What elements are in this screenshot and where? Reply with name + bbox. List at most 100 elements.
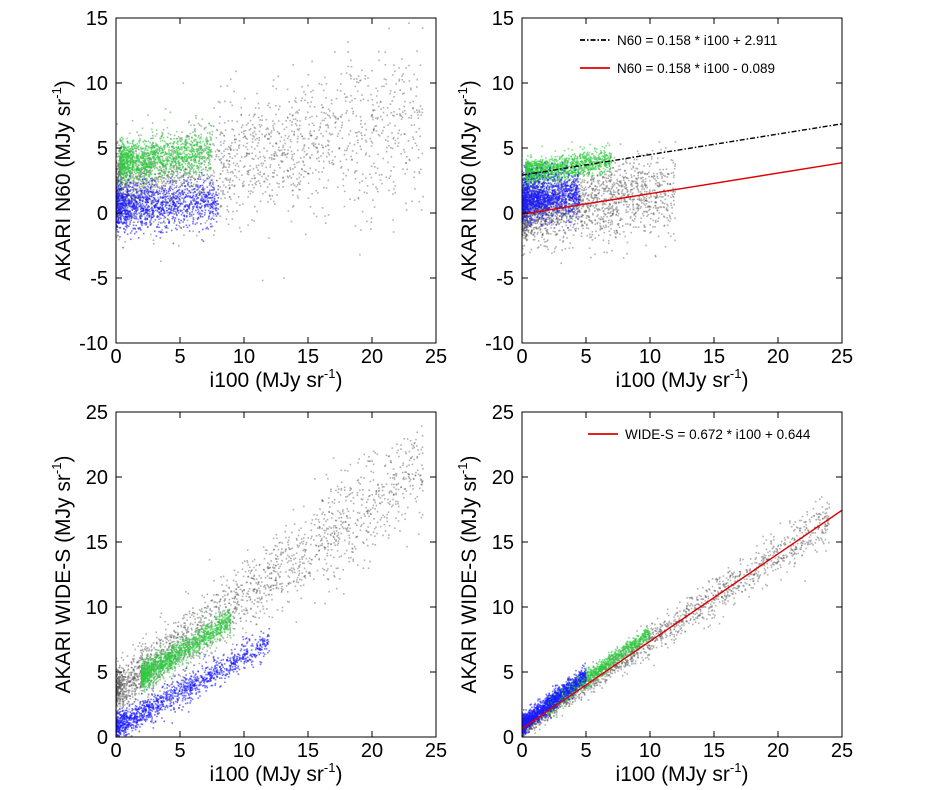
scatter-point bbox=[165, 178, 167, 180]
scatter-point bbox=[626, 177, 628, 179]
scatter-point bbox=[212, 205, 215, 208]
scatter-point bbox=[140, 154, 143, 157]
scatter-point bbox=[157, 196, 159, 199]
scatter-point bbox=[211, 130, 214, 133]
scatter-point bbox=[156, 186, 159, 189]
scatter-point bbox=[389, 92, 391, 95]
scatter-point bbox=[152, 212, 154, 214]
scatter-point bbox=[146, 185, 149, 187]
scatter-point bbox=[117, 176, 119, 178]
scatter-point bbox=[135, 152, 137, 155]
scatter-point bbox=[135, 209, 137, 211]
scatter-point bbox=[125, 221, 128, 224]
scatter-point bbox=[177, 159, 180, 162]
scatter-point bbox=[376, 188, 378, 190]
scatter-point bbox=[272, 85, 274, 88]
scatter-point bbox=[209, 150, 211, 152]
scatter-point bbox=[285, 156, 288, 158]
scatter-point bbox=[231, 170, 233, 173]
scatter-point bbox=[227, 179, 229, 181]
scatter-point bbox=[346, 110, 348, 112]
scatter-point bbox=[168, 204, 170, 207]
scatter-point bbox=[131, 153, 134, 156]
scatter-point bbox=[288, 135, 290, 138]
scatter-point bbox=[116, 206, 119, 208]
scatter-point bbox=[182, 157, 184, 159]
scatter-point bbox=[118, 215, 120, 217]
scatter-point bbox=[229, 179, 231, 181]
scatter-point bbox=[152, 242, 155, 245]
scatter-point bbox=[321, 106, 324, 109]
scatter-point bbox=[212, 215, 215, 217]
scatter-point bbox=[207, 191, 210, 194]
scatter-point bbox=[166, 212, 168, 214]
scatter-point bbox=[137, 166, 140, 168]
scatter-point bbox=[118, 238, 120, 241]
scatter-point bbox=[346, 147, 349, 150]
scatter-point bbox=[196, 212, 199, 214]
scatter-point bbox=[161, 185, 163, 187]
scatter-point bbox=[159, 206, 162, 209]
scatter-point bbox=[116, 180, 118, 182]
scatter-point bbox=[141, 148, 143, 150]
scatter-point bbox=[286, 88, 289, 91]
scatter-point bbox=[139, 174, 141, 177]
scatter-point bbox=[202, 150, 205, 153]
scatter-point bbox=[198, 162, 201, 165]
scatter-point bbox=[149, 164, 151, 166]
scatter-point bbox=[152, 239, 155, 241]
scatter-point bbox=[166, 143, 169, 145]
scatter-point bbox=[236, 153, 238, 155]
scatter-point bbox=[127, 204, 130, 206]
scatter-point bbox=[191, 196, 194, 199]
scatter-point bbox=[171, 175, 174, 178]
scatter-point bbox=[144, 159, 146, 162]
scatter-point bbox=[127, 160, 130, 163]
scatter-point bbox=[191, 188, 193, 191]
scatter-point bbox=[231, 128, 233, 130]
scatter-point bbox=[120, 171, 123, 173]
scatter-point bbox=[134, 207, 137, 210]
scatter-point bbox=[267, 138, 270, 140]
scatter-point bbox=[131, 209, 133, 212]
scatter-point bbox=[124, 225, 127, 228]
scatter-point bbox=[323, 119, 325, 122]
scatter-point bbox=[131, 164, 134, 166]
scatter-point bbox=[129, 172, 131, 175]
scatter-point bbox=[136, 154, 139, 157]
scatter-point bbox=[148, 194, 151, 197]
scatter-point bbox=[220, 197, 223, 200]
scatter-point bbox=[151, 189, 153, 192]
scatter-point bbox=[186, 210, 189, 213]
scatter-point bbox=[173, 180, 176, 183]
scatter-point bbox=[122, 158, 124, 160]
scatter-point bbox=[203, 214, 206, 216]
scatter-point bbox=[307, 111, 309, 114]
scatter-point bbox=[172, 209, 174, 212]
scatter-point bbox=[178, 152, 180, 155]
scatter-point bbox=[305, 154, 308, 156]
scatter-point bbox=[162, 184, 165, 187]
scatter-point bbox=[290, 150, 293, 153]
scatter-point bbox=[118, 197, 120, 199]
scatter-point bbox=[154, 166, 157, 168]
scatter-point bbox=[208, 146, 211, 148]
scatter-point bbox=[136, 209, 139, 211]
scatter-point bbox=[261, 115, 263, 117]
scatter-point bbox=[196, 234, 198, 237]
scatter-point bbox=[206, 153, 209, 155]
scatter-point bbox=[635, 167, 637, 170]
scatter-point bbox=[129, 148, 131, 151]
scatter-point bbox=[146, 156, 148, 158]
scatter-point bbox=[252, 191, 254, 193]
scatter-point bbox=[143, 139, 146, 142]
scatter-point bbox=[202, 240, 205, 242]
scatter-point bbox=[126, 181, 129, 183]
scatter-point bbox=[190, 201, 193, 204]
scatter-point bbox=[148, 158, 151, 161]
scatter-point bbox=[127, 213, 129, 215]
scatter-point bbox=[225, 218, 228, 220]
scatter-point bbox=[219, 215, 221, 217]
scatter-point bbox=[121, 156, 124, 159]
scatter-point bbox=[197, 201, 199, 203]
